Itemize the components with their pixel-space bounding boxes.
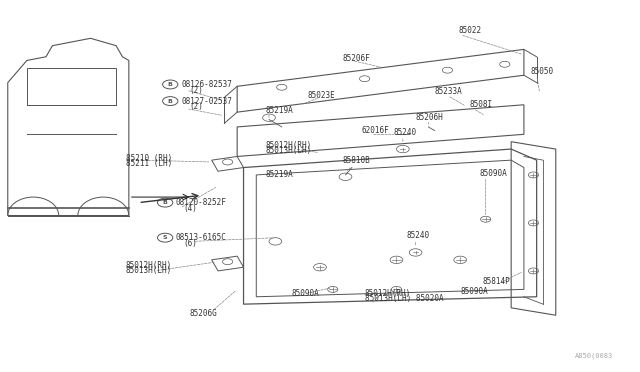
Text: A850(0083: A850(0083: [575, 353, 613, 359]
Text: (2): (2): [189, 86, 204, 94]
Text: 08513-6165C: 08513-6165C: [176, 233, 227, 242]
Text: 85206F: 85206F: [342, 54, 370, 63]
Text: 85090A: 85090A: [479, 169, 507, 177]
Text: 85050: 85050: [531, 67, 554, 76]
Text: (4): (4): [183, 203, 197, 213]
Text: 85012H(RH): 85012H(RH): [266, 141, 312, 150]
Text: 85090A: 85090A: [291, 289, 319, 298]
Text: 8508I: 8508I: [470, 100, 493, 109]
Text: 85013H(LH): 85013H(LH): [125, 266, 172, 275]
Text: 85810B: 85810B: [342, 156, 370, 166]
Text: 85012H(RH): 85012H(RH): [365, 289, 411, 298]
Text: 85814P: 85814P: [483, 278, 510, 286]
Text: 62016F: 62016F: [362, 126, 389, 135]
Text: 85240: 85240: [406, 231, 429, 240]
Text: B: B: [168, 99, 173, 103]
Text: 85206H: 85206H: [415, 113, 444, 122]
Text: 85211 (LH): 85211 (LH): [125, 159, 172, 169]
Text: 85090A: 85090A: [460, 287, 488, 296]
Text: 85022: 85022: [459, 26, 482, 35]
Text: 08127-02537: 08127-02537: [181, 97, 232, 106]
Text: (6): (6): [183, 239, 197, 248]
Text: 85012H(RH): 85012H(RH): [125, 261, 172, 270]
Text: B: B: [168, 82, 173, 87]
Text: 85013H(LH) 85020A: 85013H(LH) 85020A: [365, 294, 444, 303]
Text: 85233A: 85233A: [435, 87, 463, 96]
Text: 08120-8252F: 08120-8252F: [176, 198, 227, 207]
Text: (2): (2): [189, 102, 204, 111]
Text: 08126-82537: 08126-82537: [181, 80, 232, 89]
Text: 85210 (RH): 85210 (RH): [125, 154, 172, 163]
Text: S: S: [163, 235, 168, 240]
Text: 85013H(LH): 85013H(LH): [266, 147, 312, 155]
Text: 85023E: 85023E: [307, 91, 335, 100]
Text: 85219A: 85219A: [266, 170, 294, 179]
Text: 85219A: 85219A: [266, 106, 294, 115]
Text: 85206G: 85206G: [189, 309, 217, 318]
Text: 85240: 85240: [394, 128, 417, 137]
Text: B: B: [163, 200, 168, 205]
